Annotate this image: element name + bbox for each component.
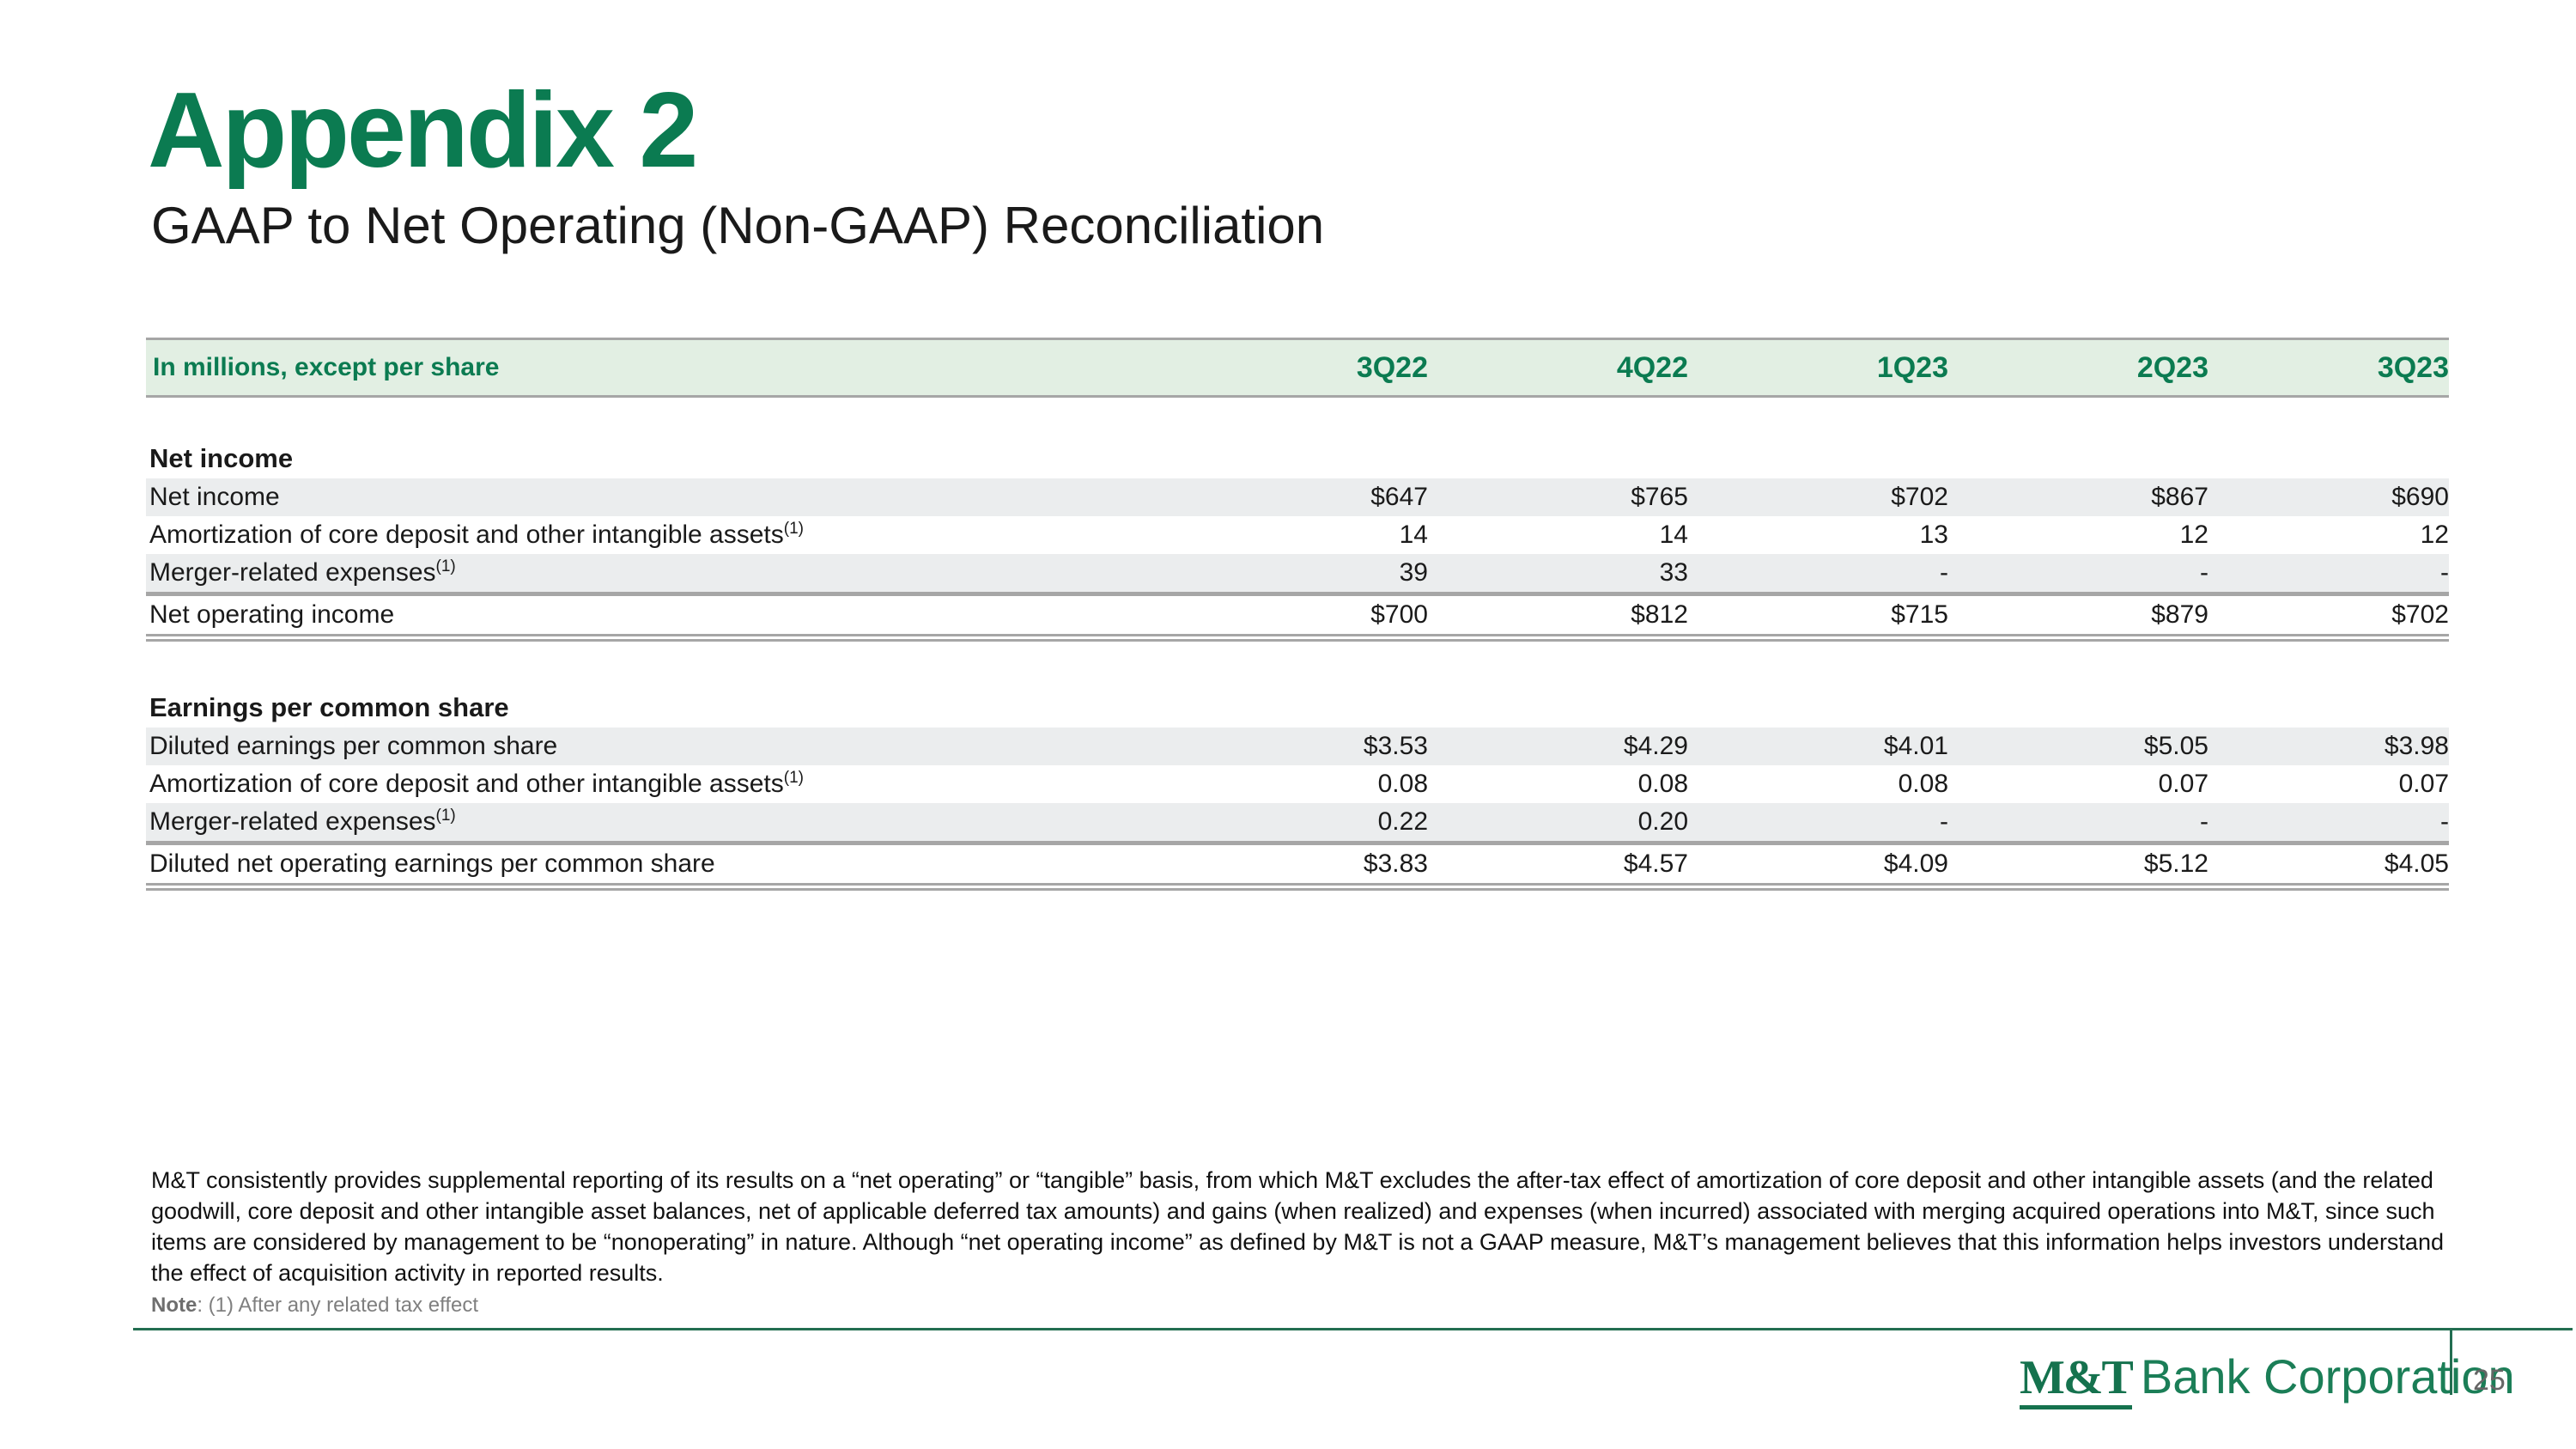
column-header-1q23: 1Q23 [1688,338,1948,398]
table-cell: $5.05 [1948,728,2208,765]
footnote-marker: (1) [783,520,804,538]
spacer-row [146,396,2449,439]
disclosure-line: the effect of acquisition activity in re… [151,1260,664,1286]
reconciliation-table: In millions, except per share 3Q22 4Q22 … [146,338,2449,891]
row-label: Net operating income [146,594,1168,642]
table-cell: $867 [1948,478,2208,516]
table-cell: $765 [1428,478,1688,516]
row-label: Net income [146,478,1168,516]
table-cell: $715 [1688,594,1948,642]
page-number: 25 [2473,1364,2506,1397]
column-header-2q23: 2Q23 [1948,338,2208,398]
table-cell: - [2208,803,2449,845]
table-cell: - [1688,554,1948,596]
table-cell: $3.98 [2208,728,2449,765]
table-cell: $4.57 [1428,843,1688,891]
row-label: Merger-related expenses(1) [146,554,1168,596]
disclosure-paragraph: M&T consistently provides supplemental r… [151,1165,2452,1288]
logo-bank-corporation: Bank Corporation [2140,1349,2515,1403]
table-cell: $702 [2208,594,2449,642]
page-number-divider [2450,1330,2452,1395]
table-cell: $4.01 [1688,728,1948,765]
table-cell: 0.20 [1428,803,1688,845]
logo-mt-mark: M&T [2020,1351,2134,1409]
table-header-row: In millions, except per share 3Q22 4Q22 … [146,338,2449,398]
table-row-total: Net operating income $700 $812 $715 $879… [146,594,2449,642]
row-label: Amortization of core deposit and other i… [146,765,1168,803]
page-title: Appendix 2 [148,71,698,190]
table-row: Merger-related expenses(1) 0.22 0.20 - -… [146,803,2449,845]
table-cell: $879 [1948,594,2208,642]
table-row: Net income $647 $765 $702 $867 $690 [146,478,2449,516]
table-cell: $3.83 [1168,843,1428,891]
table-cell: - [1948,803,2208,845]
table-unit-label: In millions, except per share [146,338,1168,398]
table-row: Amortization of core deposit and other i… [146,516,2449,554]
table-row: Diluted earnings per common share $3.53 … [146,728,2449,765]
table-cell: $700 [1168,594,1428,642]
table-cell: 33 [1428,554,1688,596]
row-label: Diluted earnings per common share [146,728,1168,765]
footer-rule [133,1328,2573,1330]
table-row: Merger-related expenses(1) 39 33 - - - [146,554,2449,596]
footnote-marker: (1) [435,557,456,575]
section-heading-eps: Earnings per common share [149,692,509,722]
mt-bank-logo: M&T Bank Corporation [2020,1349,2515,1409]
section-heading-net-income: Net income [149,443,294,473]
table-row: Amortization of core deposit and other i… [146,765,2449,803]
table-cell: 39 [1168,554,1428,596]
table-cell: 14 [1428,516,1688,554]
table-cell: $4.05 [2208,843,2449,891]
spacer-row [146,637,2449,688]
row-label: Amortization of core deposit and other i… [146,516,1168,554]
table-cell: $702 [1688,478,1948,516]
table-cell: $647 [1168,478,1428,516]
footnote-marker: (1) [435,807,456,825]
footnote-note: Note: (1) After any related tax effect [151,1294,478,1318]
table-cell: $690 [2208,478,2449,516]
table-cell: 13 [1688,516,1948,554]
table-cell: $5.12 [1948,843,2208,891]
table-cell: 12 [2208,516,2449,554]
row-label: Diluted net operating earnings per commo… [146,843,1168,891]
table-cell: $4.29 [1428,728,1688,765]
table-cell: - [1688,803,1948,845]
table-cell: 0.07 [1948,765,2208,803]
disclosure-line: M&T consistently provides supplemental r… [151,1167,2433,1193]
table-cell: 0.22 [1168,803,1428,845]
column-header-3q22: 3Q22 [1168,338,1428,398]
table-cell: 0.08 [1168,765,1428,803]
page-subtitle: GAAP to Net Operating (Non-GAAP) Reconci… [151,197,1325,254]
table-row-total: Diluted net operating earnings per commo… [146,843,2449,891]
row-label: Merger-related expenses(1) [146,803,1168,845]
table-cell: $3.53 [1168,728,1428,765]
disclosure-line: goodwill, core deposit and other intangi… [151,1198,2435,1224]
note-label: Note [151,1294,197,1317]
disclosure-line: items are considered by management to be… [151,1229,2444,1255]
table-cell: $4.09 [1688,843,1948,891]
table-cell: 0.08 [1428,765,1688,803]
table-cell: - [2208,554,2449,596]
note-text: : (1) After any related tax effect [197,1294,479,1317]
table-cell: 12 [1948,516,2208,554]
footnote-marker: (1) [783,769,804,787]
table-cell: - [1948,554,2208,596]
column-header-4q22: 4Q22 [1428,338,1688,398]
table-cell: $812 [1428,594,1688,642]
table-cell: 0.08 [1688,765,1948,803]
column-header-3q23: 3Q23 [2208,338,2449,398]
table-cell: 14 [1168,516,1428,554]
table-cell: 0.07 [2208,765,2449,803]
